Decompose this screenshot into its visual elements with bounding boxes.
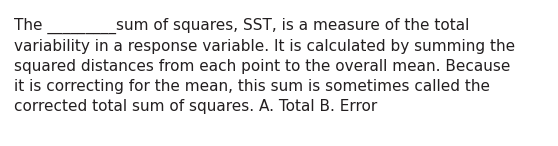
Text: The _________sum of squares, SST, is a measure of the total
variability in a res: The _________sum of squares, SST, is a m… xyxy=(14,18,515,114)
